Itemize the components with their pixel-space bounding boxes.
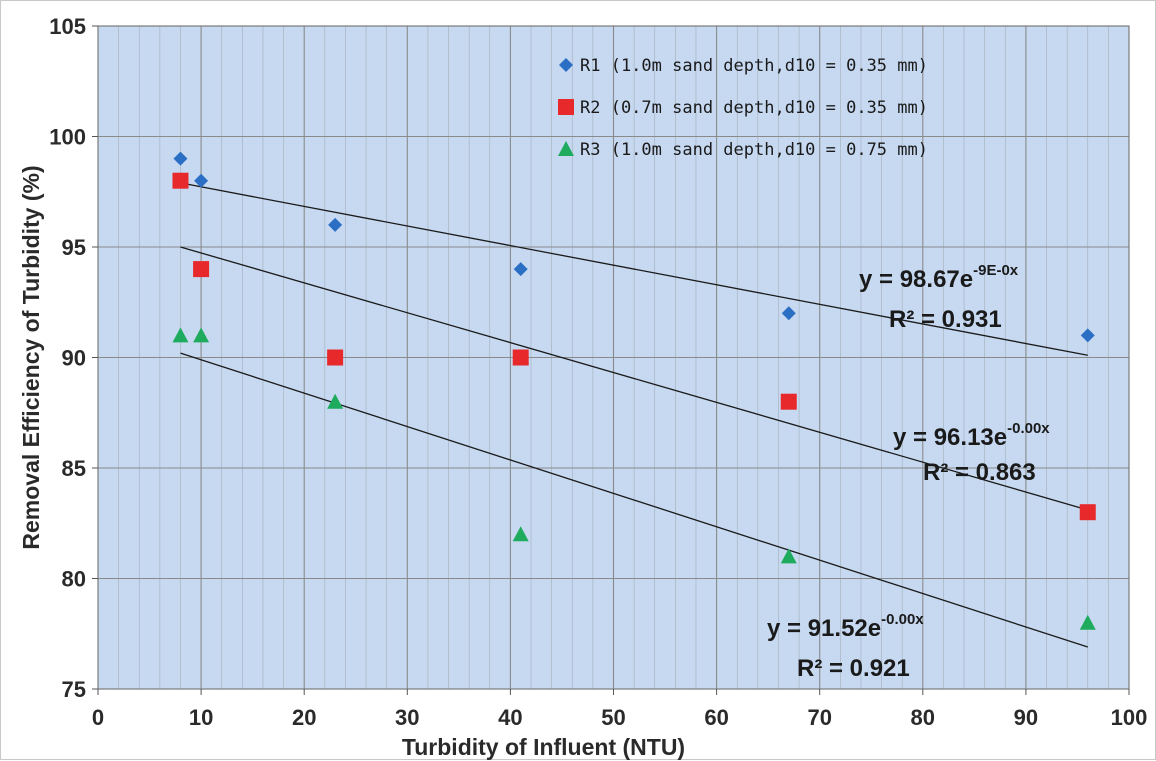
equation-exponent: -0.00x (881, 611, 924, 628)
data-point-r2 (193, 261, 210, 278)
r2-label-r1: R² = 0.931 (889, 306, 1002, 333)
y-tick-label: 75 (62, 677, 86, 702)
x-tick-label: 60 (704, 705, 728, 730)
legend-marker-r1 (559, 58, 573, 72)
data-point-r3 (512, 526, 529, 542)
data-point-r2 (512, 349, 529, 366)
legend-label-r3: R3 (1.0m sand depth,d10 = 0.75 mm) (580, 140, 928, 160)
data-point-r3 (327, 393, 344, 409)
equation-r1: y = 98.67e-9E-0x (859, 262, 1019, 293)
x-axis-title: Turbidity of Influent (NTU) (402, 734, 685, 760)
x-tick-label: 20 (292, 705, 316, 730)
data-point-r2 (172, 172, 189, 189)
y-tick-label: 90 (62, 346, 86, 371)
data-point-r1 (194, 173, 209, 188)
data-point-r3 (172, 327, 189, 343)
x-tick-label: 70 (807, 705, 831, 730)
data-point-r1 (328, 217, 343, 232)
x-tick-label: 90 (1014, 705, 1038, 730)
y-axis-title: Removal Efficiency of Turbidity (%) (18, 165, 44, 549)
x-tick-label: 10 (189, 705, 213, 730)
y-tick-label: 100 (49, 125, 86, 150)
y-tick-label: 95 (62, 235, 86, 260)
x-tick-label: 50 (601, 705, 625, 730)
equation-main: y = 96.13e (893, 424, 1007, 451)
data-point-r2 (780, 393, 797, 410)
data-point-r3 (780, 548, 797, 564)
trendline-r2 (180, 246, 1088, 511)
x-tick-label: 80 (911, 705, 935, 730)
equation-main: y = 91.52e (767, 615, 881, 642)
data-point-r3 (193, 327, 210, 343)
equation-exponent: -9E-0x (973, 262, 1019, 279)
data-point-r1 (513, 262, 528, 277)
x-tick-label: 40 (498, 705, 522, 730)
legend-label-r2: R2 (0.7m sand depth,d10 = 0.35 mm) (580, 98, 928, 118)
x-tick-label: 0 (92, 705, 104, 730)
legend-label-r1: R1 (1.0m sand depth,d10 = 0.35 mm) (580, 56, 928, 76)
equation-r3: y = 91.52e-0.00x (767, 611, 924, 642)
y-tick-label: 85 (62, 456, 86, 481)
data-point-r3 (1079, 614, 1096, 630)
equation-exponent: -0.00x (1007, 420, 1050, 437)
equation-r2: y = 96.13e-0.00x (893, 420, 1050, 451)
legend-marker-r3 (558, 141, 574, 156)
data-point-r2 (327, 349, 344, 366)
data-point-r2 (1079, 504, 1096, 521)
r2-label-r3: R² = 0.921 (797, 655, 910, 682)
data-point-r1 (1080, 328, 1095, 343)
y-tick-label: 105 (49, 14, 86, 39)
data-point-r1 (173, 151, 188, 166)
equation-main: y = 98.67e (859, 266, 973, 293)
x-tick-label: 100 (1111, 705, 1148, 730)
x-tick-label: 30 (395, 705, 419, 730)
r2-label-r2: R² = 0.863 (923, 459, 1036, 486)
data-point-r1 (781, 306, 796, 321)
trendline-r1 (180, 182, 1088, 356)
y-tick-label: 80 (62, 567, 86, 592)
legend-marker-r2 (558, 99, 574, 115)
